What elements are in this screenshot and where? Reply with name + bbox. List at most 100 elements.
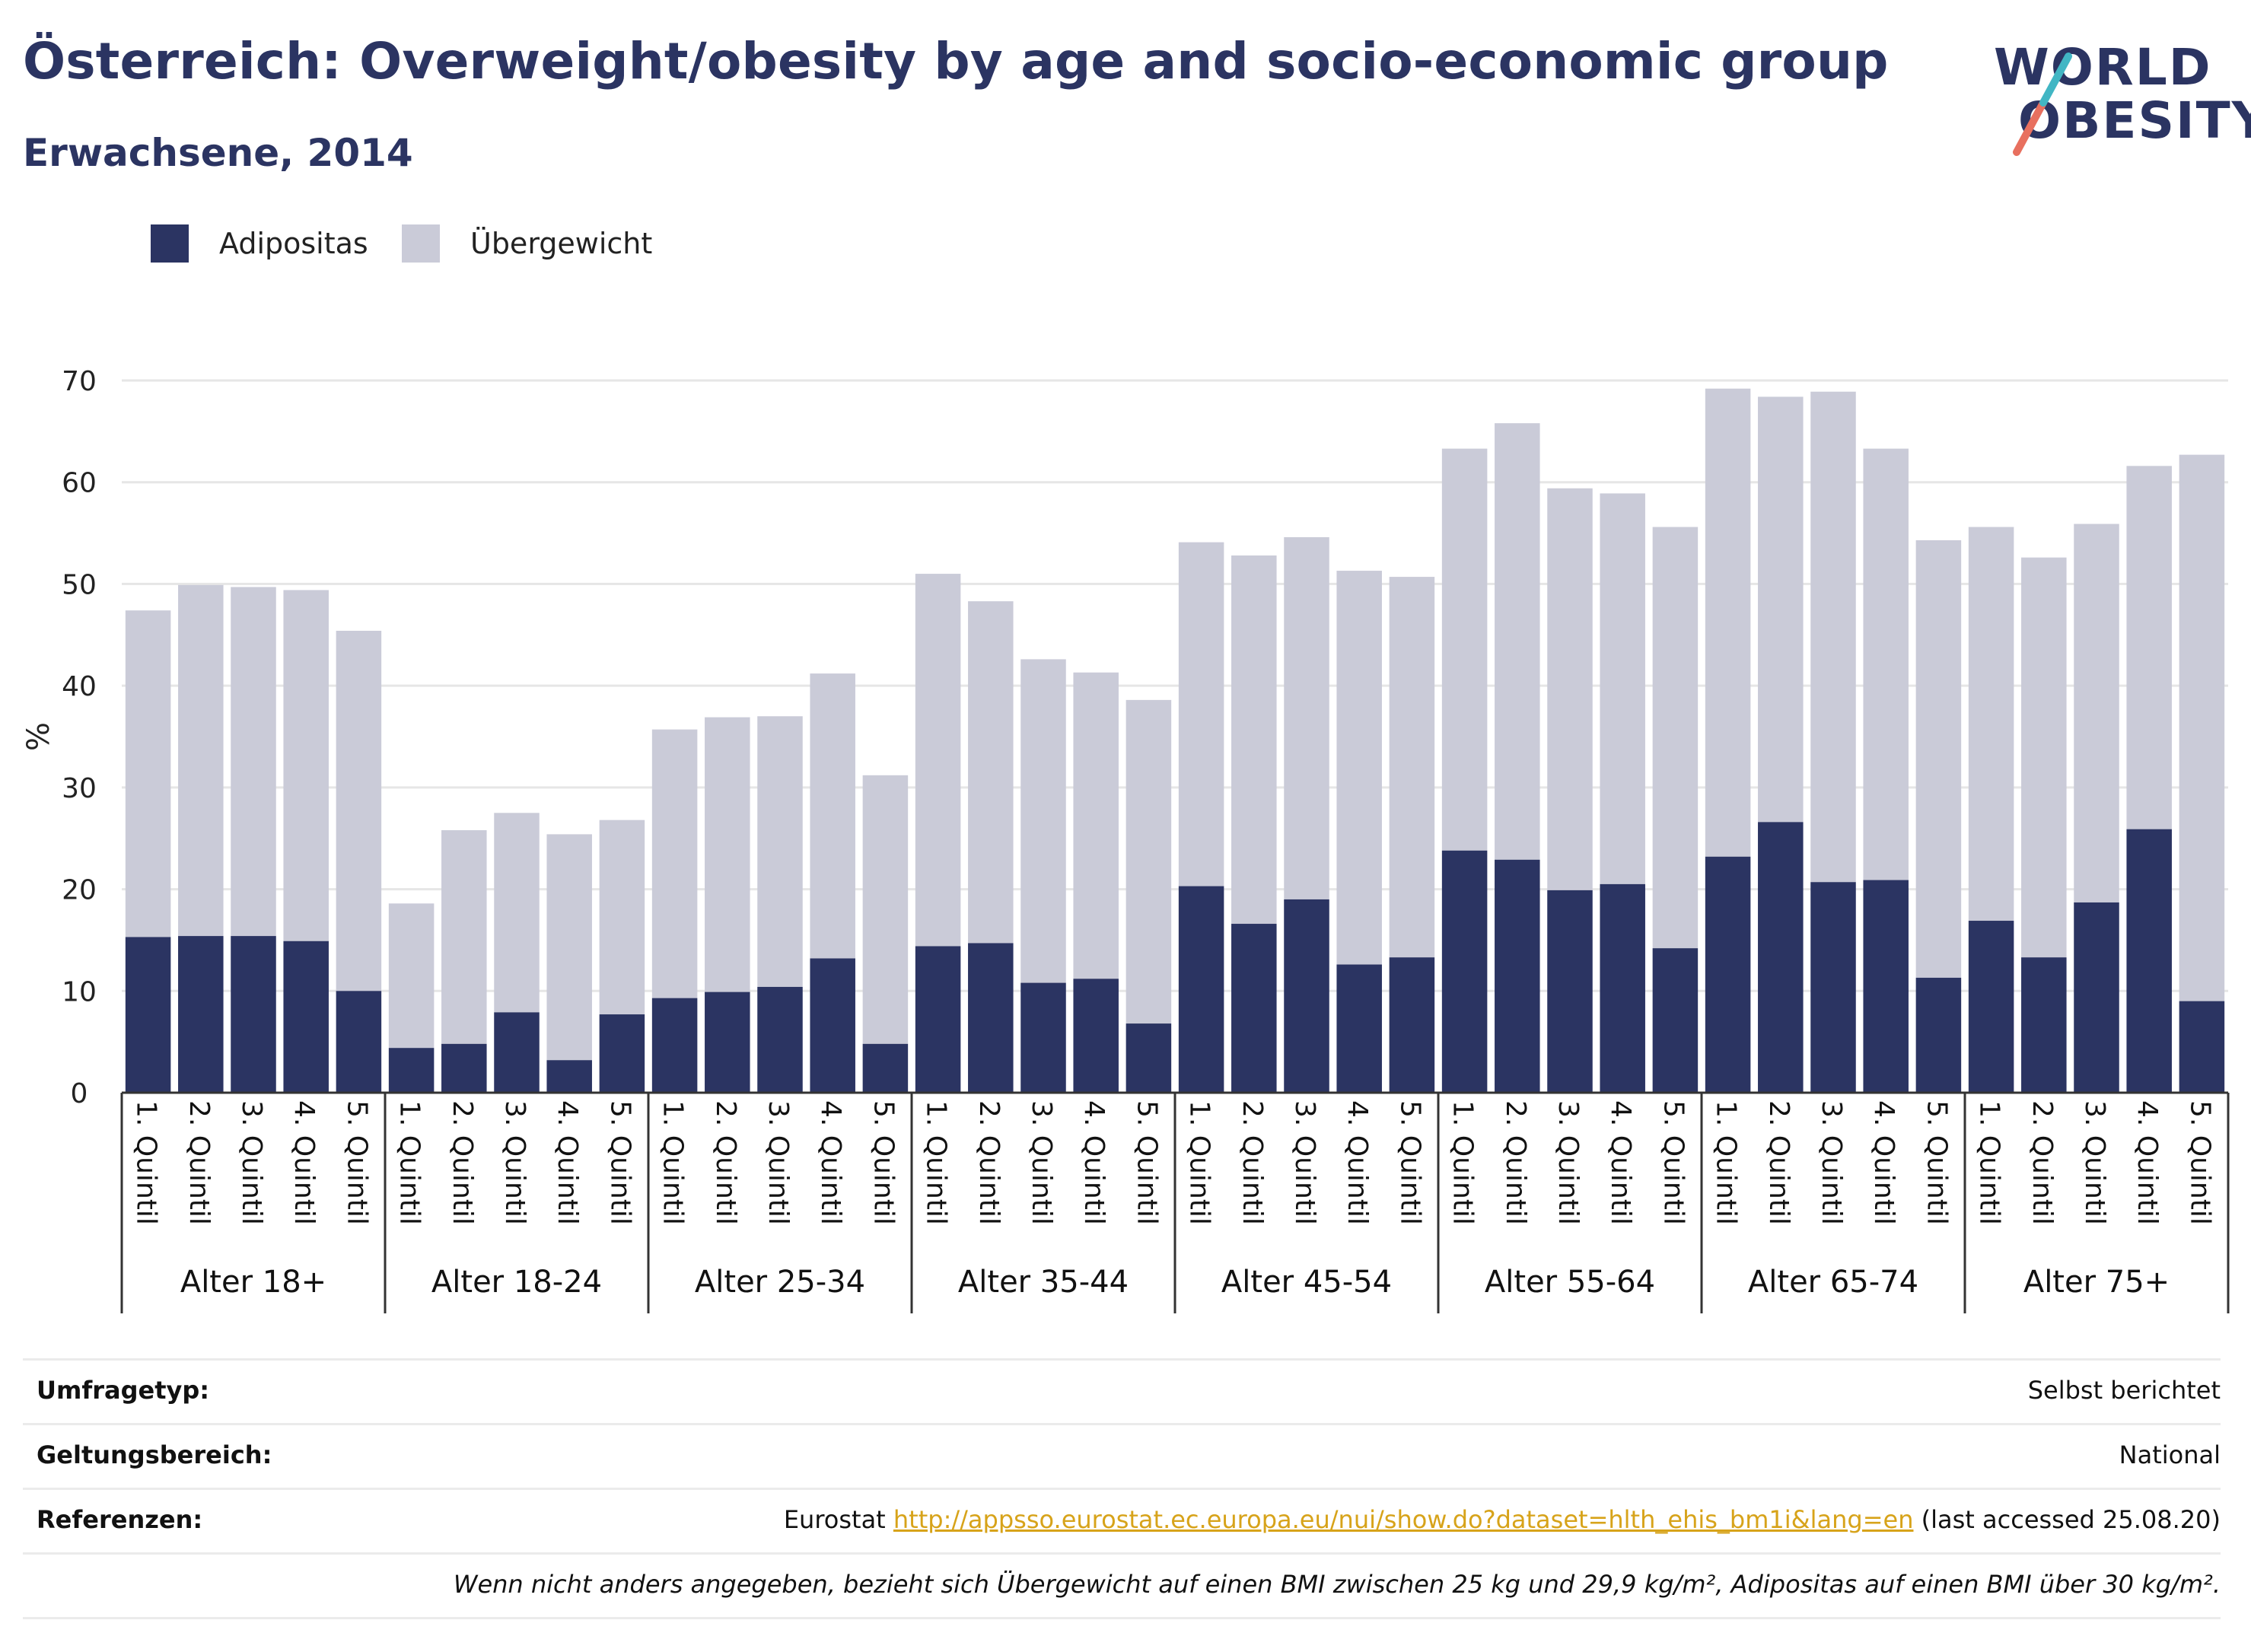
bar-adipositas: [1652, 948, 1699, 1093]
bar-uebergewicht: [1652, 527, 1699, 949]
x-category-label: 2. Quintil: [447, 1100, 478, 1225]
group-label: Alter 75+: [2023, 1265, 2170, 1300]
bar-uebergewicht: [1231, 555, 1277, 925]
x-category-label: 5. Quintil: [1921, 1100, 1952, 1225]
meta-row-note: Wenn nicht anders angegeben, bezieht sic…: [23, 1552, 2221, 1619]
bar-adipositas: [1178, 886, 1224, 1093]
x-category-label: 4. Quintil: [1868, 1100, 1899, 1225]
bar-uebergewicht: [1126, 699, 1172, 1024]
legend-swatch-adipositas: [151, 224, 189, 263]
meta-note: Wenn nicht anders angegeben, bezieht sic…: [453, 1570, 2221, 1599]
bar-adipositas: [1284, 899, 1329, 1093]
y-tick-label: 30: [62, 773, 97, 804]
bar-adipositas: [1705, 856, 1751, 1093]
bar-adipositas: [2126, 829, 2172, 1093]
chart-subtitle: Erwachsene, 2014: [23, 131, 413, 175]
bar-uebergewicht: [2179, 454, 2225, 1001]
legend-item-uebergewicht: Übergewicht: [402, 224, 652, 263]
bar-adipositas: [1389, 957, 1435, 1093]
bar-uebergewicht: [1020, 659, 1066, 983]
legend-label-uebergewicht: Übergewicht: [470, 227, 653, 260]
bar-adipositas: [546, 1060, 592, 1093]
x-category-label: 1. Quintil: [921, 1100, 952, 1225]
x-category-label: 2. Quintil: [710, 1100, 741, 1225]
x-category-label: 2. Quintil: [1500, 1100, 1531, 1225]
x-category-label: 5. Quintil: [868, 1100, 899, 1225]
bar-uebergewicht: [231, 587, 276, 937]
bar-adipositas: [1073, 979, 1119, 1093]
y-tick-label: 40: [62, 671, 97, 702]
x-category-label: 3. Quintil: [763, 1100, 794, 1225]
bar-uebergewicht: [1863, 448, 1909, 880]
y-tick-label: 70: [62, 366, 97, 397]
x-category-label: 1. Quintil: [1447, 1100, 1479, 1225]
x-category-label: 2. Quintil: [183, 1100, 215, 1225]
group-label: Alter 18+: [180, 1265, 326, 1300]
bar-uebergewicht: [494, 813, 540, 1013]
x-category-label: 2. Quintil: [1237, 1100, 1268, 1225]
bar-uebergewicht: [1758, 396, 1804, 823]
bar-adipositas: [1231, 924, 1277, 1093]
world-obesity-logo: WORLD OBESITY: [1979, 23, 2251, 160]
meta-survey-value: Selbst berichtet: [2027, 1376, 2221, 1405]
x-category-label: 4. Quintil: [1605, 1100, 1636, 1225]
bar-uebergewicht: [388, 903, 435, 1049]
bar-adipositas: [1600, 883, 1645, 1093]
bar-uebergewicht: [546, 834, 592, 1061]
x-category-label: 1. Quintil: [131, 1100, 162, 1225]
group-label: Alter 35-44: [958, 1265, 1129, 1300]
x-category-label: 2. Quintil: [973, 1100, 1005, 1225]
x-category-label: 3. Quintil: [1289, 1100, 1320, 1225]
bar-adipositas: [2074, 902, 2119, 1093]
y-tick-label: 60: [62, 468, 97, 499]
bar-uebergewicht: [1968, 527, 2014, 921]
bar-uebergewicht: [2074, 524, 2119, 902]
x-category-label: 5. Quintil: [341, 1100, 372, 1225]
bar-adipositas: [125, 937, 171, 1093]
bar-uebergewicht: [125, 610, 171, 937]
x-category-label: 4. Quintil: [288, 1100, 320, 1225]
group-label: Alter 45-54: [1221, 1265, 1392, 1300]
bar-adipositas: [862, 1043, 909, 1093]
x-category-label: 5. Quintil: [1394, 1100, 1425, 1225]
bar-adipositas: [1810, 882, 1856, 1093]
legend-swatch-uebergewicht: [402, 224, 440, 263]
x-category-label: 3. Quintil: [1816, 1100, 1847, 1225]
bar-adipositas: [1441, 850, 1488, 1093]
legend-label-adipositas: Adipositas: [219, 227, 368, 260]
bar-adipositas: [915, 946, 961, 1093]
x-category-label: 3. Quintil: [236, 1100, 267, 1225]
bar-uebergewicht: [2021, 557, 2067, 958]
x-category-label: 2. Quintil: [2027, 1100, 2058, 1225]
bar-uebergewicht: [810, 673, 855, 959]
bar-adipositas: [1863, 880, 1909, 1093]
bar-adipositas: [178, 936, 224, 1093]
bar-uebergewicht: [336, 630, 382, 992]
bar-uebergewicht: [1073, 672, 1119, 979]
bar-adipositas: [1126, 1023, 1172, 1093]
bar-adipositas: [441, 1043, 487, 1093]
meta-ref-label: Referenzen:: [37, 1505, 203, 1534]
x-category-label: 4. Quintil: [1342, 1100, 1373, 1225]
bar-adipositas: [1336, 964, 1382, 1093]
chart-title: Österreich: Overweight/obesity by age an…: [23, 32, 1889, 91]
reference-link[interactable]: http://appsso.eurostat.ec.europa.eu/nui/…: [893, 1505, 1914, 1534]
x-category-label: 3. Quintil: [2079, 1100, 2110, 1225]
bar-uebergewicht: [1178, 542, 1224, 886]
group-label: Alter 55-64: [1485, 1265, 1655, 1300]
group-label: Alter 65-74: [1748, 1265, 1918, 1300]
y-tick-label: 50: [62, 569, 97, 600]
bar-adipositas: [388, 1048, 435, 1093]
x-category-label: 1. Quintil: [1184, 1100, 1215, 1225]
meta-scope-value: National: [2119, 1440, 2221, 1469]
bar-uebergewicht: [968, 601, 1014, 944]
x-category-label: 3. Quintil: [1026, 1100, 1057, 1225]
bar-adipositas: [810, 958, 855, 1093]
bar-uebergewicht: [1600, 493, 1645, 884]
group-label: Alter 18-24: [431, 1265, 602, 1300]
y-tick-label: 20: [62, 875, 97, 906]
bar-adipositas: [1968, 921, 2014, 1093]
bar-adipositas: [968, 943, 1014, 1093]
y-tick-label: 0: [71, 1078, 88, 1109]
bar-uebergewicht: [1336, 571, 1382, 965]
